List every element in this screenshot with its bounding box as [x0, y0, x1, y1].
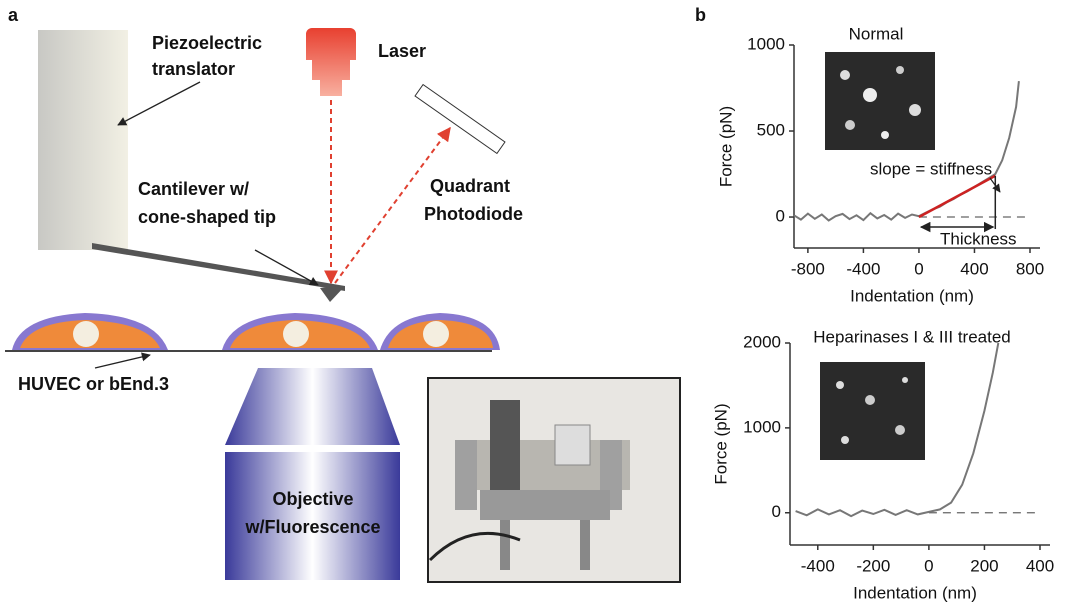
panel-label: a — [8, 5, 19, 25]
label: cone-shaped tip — [138, 207, 276, 227]
x-tick-label: 0 — [924, 556, 933, 575]
label: Objective — [272, 489, 353, 509]
annotation: slope = stiffness — [870, 159, 992, 178]
piezo-pillar — [38, 30, 128, 250]
objective-top — [225, 368, 400, 445]
label: w/Fluorescence — [244, 517, 380, 537]
y-tick-label: 1000 — [743, 417, 781, 436]
y-axis-title: Force (pN) — [716, 106, 735, 187]
figure: a Piezoelectric translator Laser Quadran… — [0, 0, 1081, 604]
x-tick-label: 200 — [970, 556, 998, 575]
arrow — [118, 82, 200, 125]
x-tick-label: 0 — [914, 259, 923, 278]
label: Photodiode — [424, 204, 523, 224]
y-tick-label: 500 — [757, 121, 785, 140]
label: translator — [152, 59, 235, 79]
y-axis-title: Force (pN) — [711, 403, 730, 484]
y-tick-label: 1000 — [747, 34, 785, 53]
x-tick-label: 800 — [1016, 259, 1044, 278]
label: Piezoelectric — [152, 33, 262, 53]
x-tick-label: 400 — [1026, 556, 1054, 575]
laser — [306, 28, 356, 96]
cantilever — [92, 243, 345, 291]
photodiode — [415, 85, 505, 154]
arrow — [95, 355, 150, 368]
cells — [12, 313, 500, 350]
y-tick-label: 0 — [772, 502, 781, 521]
label: Laser — [378, 41, 426, 61]
x-axis-title: Indentation (nm) — [853, 583, 977, 602]
panel-label: b — [695, 5, 706, 25]
annotation: Thickness — [940, 229, 1017, 248]
label: HUVEC or bEnd.3 — [18, 374, 169, 394]
y-tick-label: 2000 — [743, 332, 781, 351]
x-tick-label: -400 — [846, 259, 880, 278]
x-axis-title: Indentation (nm) — [850, 286, 974, 305]
x-tick-label: -800 — [791, 259, 825, 278]
x-tick-label: -200 — [856, 556, 890, 575]
inset-image — [820, 52, 935, 460]
chart-title: Normal — [849, 24, 904, 43]
afm-photo — [428, 378, 680, 582]
fit-line — [919, 176, 995, 217]
label: Cantilever w/ — [138, 179, 249, 199]
label: Quadrant — [430, 176, 510, 196]
y-tick-label: 0 — [776, 207, 785, 226]
x-tick-label: 400 — [960, 259, 988, 278]
chart-title: Heparinases I & III treated — [813, 327, 1011, 346]
tip — [320, 286, 345, 302]
x-tick-label: -400 — [801, 556, 835, 575]
